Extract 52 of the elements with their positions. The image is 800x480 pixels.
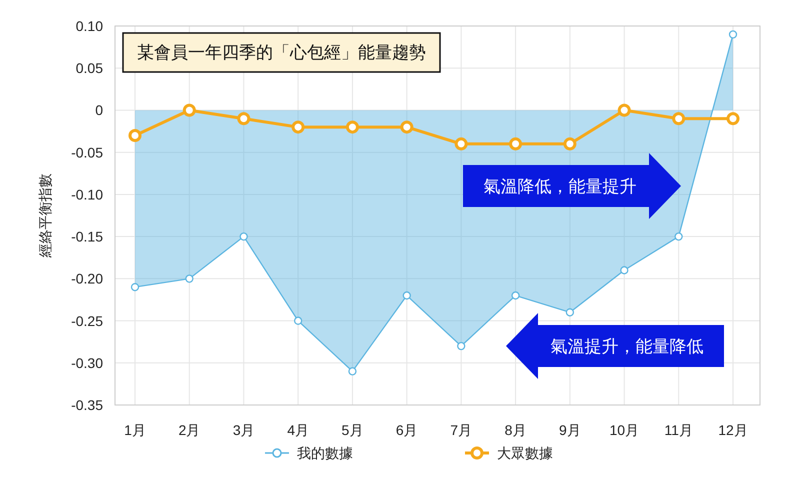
point [402, 291, 411, 300]
y-tick-label: -0.35 [71, 397, 104, 413]
point [457, 342, 466, 350]
y-tick-label: -0.10 [71, 186, 104, 202]
point [294, 316, 302, 325]
point [240, 232, 248, 241]
point [726, 112, 740, 126]
point [400, 120, 414, 134]
y-tick-label: -0.20 [71, 270, 104, 287]
y-tick-label: 0.05 [76, 60, 104, 76]
point [618, 104, 631, 117]
x-tick-label: 10月 [609, 422, 640, 438]
y-tick-label: -0.05 [71, 144, 104, 160]
x-tick-label: 7月 [450, 422, 472, 438]
point [509, 137, 522, 150]
x-tick-label: 9月 [559, 422, 581, 438]
y-tick-label: -0.25 [71, 312, 104, 329]
point [182, 104, 196, 117]
x-tick-label: 12月 [718, 422, 748, 438]
point [128, 128, 142, 142]
point [566, 308, 574, 316]
annotation: 氣溫降低，能量提升 [484, 177, 636, 196]
y-tick-label: 0.10 [76, 18, 104, 34]
x-tick-label: 5月 [342, 422, 364, 438]
y-tick-label: -0.30 [71, 354, 104, 371]
point [185, 274, 194, 283]
point [454, 137, 468, 150]
point [130, 282, 140, 292]
x-tick-label: 3月 [232, 422, 255, 438]
x-tick-label: 1月 [124, 422, 146, 438]
text: 某會員一年四季的「心包經」能量趨勢 [137, 43, 426, 62]
point [346, 120, 359, 134]
y-tick-label: 0 [95, 102, 104, 118]
y-tick-label: -0.15 [71, 228, 104, 245]
x-tick-label: 8月 [504, 422, 526, 438]
x-tick-label: 4月 [287, 422, 309, 438]
x-tick-label: 2月 [178, 422, 200, 438]
annotation: 氣溫提升，能量降低 [550, 337, 704, 356]
point [672, 112, 686, 126]
point [620, 266, 628, 274]
legend-label: 大眾數據 [497, 445, 553, 461]
point [674, 232, 683, 241]
x-tick-label: 11月 [664, 422, 693, 438]
point [348, 367, 357, 376]
point [728, 30, 738, 39]
y-axis-title: 經絡平衡指數 [37, 174, 53, 258]
point [292, 120, 305, 134]
point [563, 137, 576, 150]
x-tick-label: 6月 [396, 422, 418, 438]
point [511, 291, 520, 300]
point [237, 112, 250, 126]
legend-label: 我的數據 [297, 445, 353, 461]
